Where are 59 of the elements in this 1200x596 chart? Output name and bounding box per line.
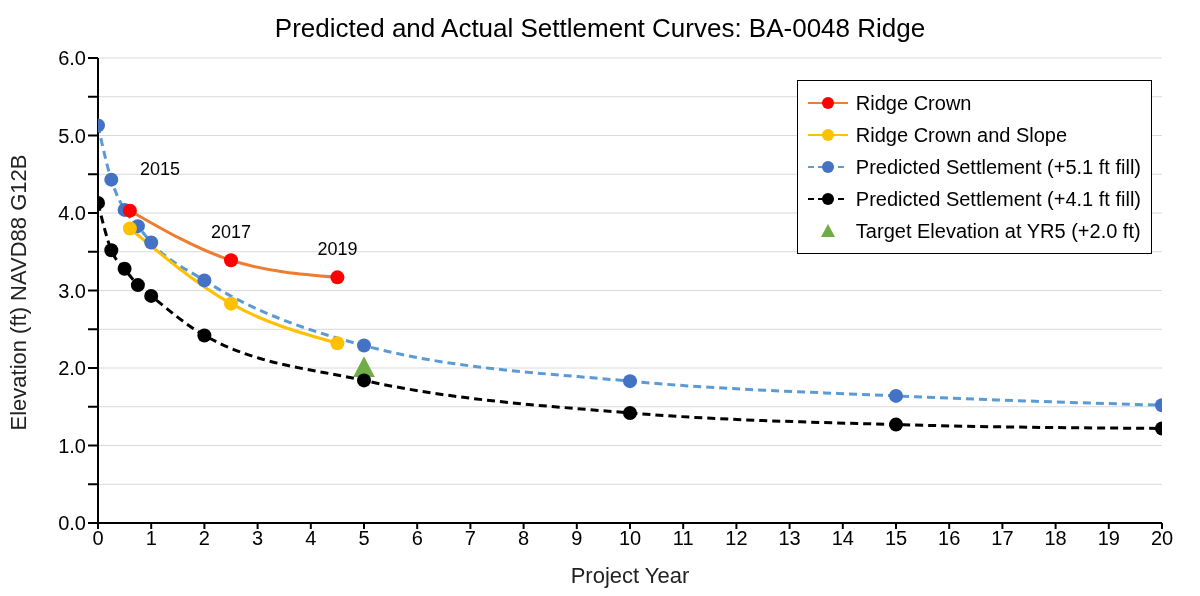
x-tick-label: 1	[145, 527, 157, 550]
x-tick-label: 6	[411, 527, 423, 550]
legend-label: Ridge Crown and Slope	[855, 123, 1068, 148]
x-tick-label: 18	[1044, 527, 1067, 550]
y-tick-label: 5.0	[58, 124, 86, 147]
point	[197, 273, 212, 288]
legend-label: Ridge Crown	[855, 91, 972, 116]
point	[122, 203, 137, 218]
y-tick-label: 2.0	[58, 357, 86, 380]
x-tick-label: 0	[92, 527, 104, 550]
annotation: 2017	[210, 222, 252, 243]
point	[104, 172, 119, 187]
annotation: 2019	[317, 239, 358, 260]
x-tick-label: 14	[831, 527, 854, 550]
point	[623, 374, 637, 389]
point	[117, 261, 132, 276]
y-tick-label: 3.0	[58, 279, 86, 302]
point	[889, 417, 903, 432]
point	[122, 221, 137, 236]
point	[889, 388, 903, 403]
x-tick-label: 10	[618, 527, 642, 550]
point	[357, 338, 371, 353]
x-tick-label: 11	[672, 527, 694, 550]
point	[130, 278, 145, 293]
point	[224, 253, 238, 268]
x-tick-label: 20	[1150, 527, 1174, 550]
y-axis-title: Elevation (ft) NAVD88 G12B	[5, 154, 31, 431]
point	[330, 270, 345, 285]
x-tick-label: 12	[725, 527, 748, 550]
chart-title: Predicted and Actual Settlement Curves: BA-0048 Ridge	[273, 12, 927, 45]
x-axis-title: Project Year	[570, 563, 690, 588]
x-tick-label: 19	[1097, 527, 1120, 550]
y-tick-label: 1.0	[58, 434, 86, 457]
x-tick-label: 2	[198, 527, 210, 550]
x-tick-label: 4	[305, 527, 317, 550]
point	[104, 243, 119, 258]
legend-label: Predicted Settlement (+4.1 ft fill)	[855, 187, 1141, 212]
point	[623, 405, 637, 420]
legend-label: Predicted Settlement (+5.1 ft fill)	[855, 155, 1141, 180]
y-tick-label: 4.0	[58, 202, 86, 225]
point	[330, 336, 345, 351]
point	[224, 296, 238, 311]
annotation: 2015	[139, 158, 180, 179]
x-tick-label: 7	[464, 527, 476, 550]
legend-label: Target Elevation at YR5 (+2.0 ft)	[855, 219, 1141, 244]
x-tick-label: 13	[778, 527, 801, 550]
point	[357, 373, 371, 388]
x-tick-label: 17	[991, 527, 1014, 550]
point	[144, 288, 159, 303]
point	[197, 328, 212, 343]
y-tick-label: 0.0	[58, 512, 86, 535]
x-tick-label: 16	[938, 527, 961, 550]
x-tick-label: 9	[571, 527, 583, 550]
point	[144, 235, 159, 250]
x-tick-label: 5	[358, 527, 370, 550]
x-tick-label: 15	[884, 527, 908, 550]
x-tick-label: 8	[518, 527, 530, 550]
x-tick-label: 3	[252, 527, 264, 550]
y-tick-label: 6.0	[58, 47, 86, 70]
